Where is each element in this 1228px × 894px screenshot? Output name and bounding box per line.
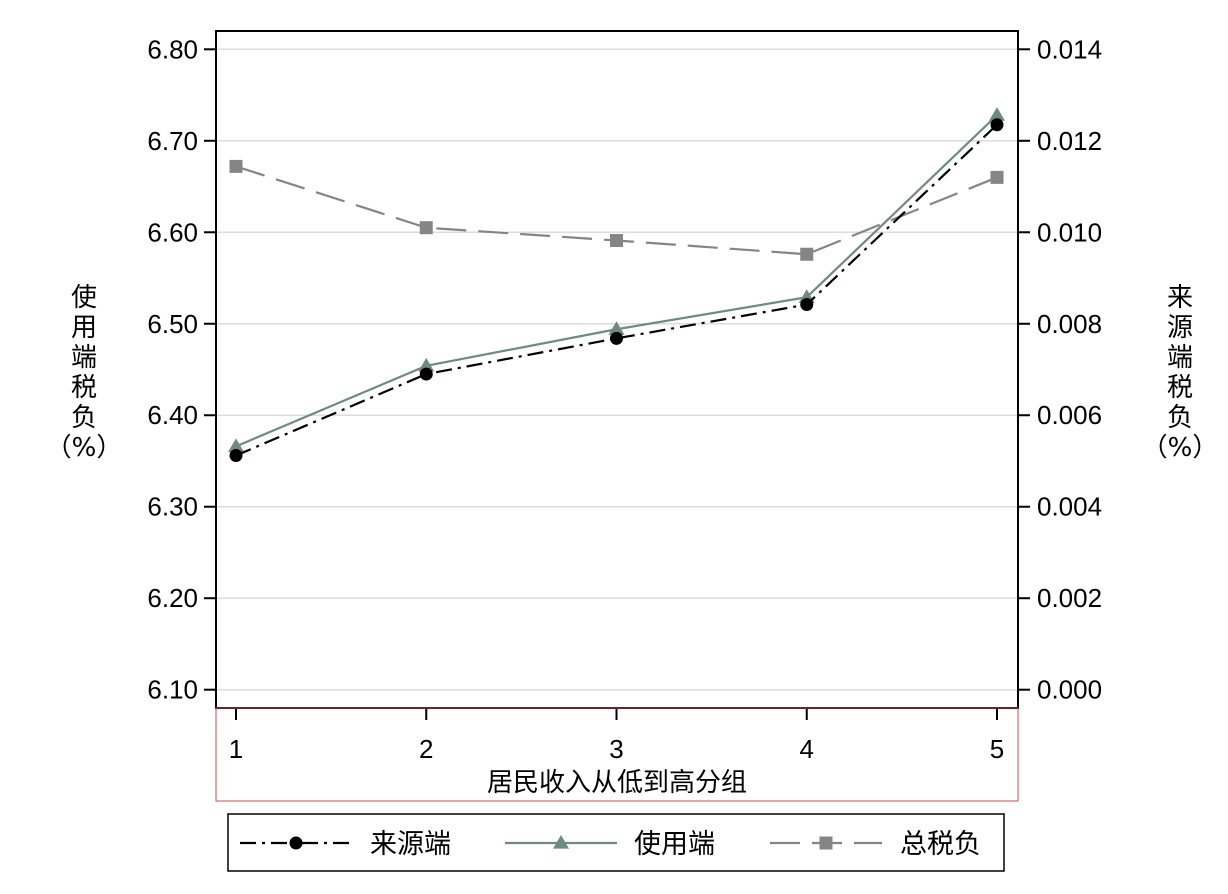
data-point <box>608 321 625 335</box>
right-tick-label: 0.014 <box>1037 34 1102 64</box>
x-axis-region-box <box>215 707 1019 802</box>
data-point <box>229 159 243 173</box>
legend-label: 来源端 <box>370 829 451 860</box>
right-tick-label: 0.006 <box>1037 400 1102 430</box>
right-y-axis: 0.000 0.002 0.004 0.006 0.008 0.010 0.012 0.014 <box>1018 34 1102 705</box>
legend: 来源端 使用端 总税负 <box>227 813 1005 872</box>
right-y-title-char: 源 <box>1167 313 1193 343</box>
left-y-title-char: 用 <box>71 313 97 343</box>
x-axis-title: 居民收入从低到高分组 <box>487 768 747 798</box>
left-y-title-char: 税 <box>71 373 97 403</box>
right-tick-label: 0.010 <box>1037 217 1102 247</box>
gridlines <box>216 48 1018 691</box>
series-line <box>235 114 998 448</box>
left-y-title-char: 使 <box>71 283 97 313</box>
legend-label: 总税负 <box>900 829 981 860</box>
left-y-title-char: （%） <box>46 433 123 463</box>
left-tick-label: 6.50 <box>147 309 198 339</box>
series-line <box>235 123 998 457</box>
right-y-title-char: 来 <box>1167 283 1193 313</box>
x-tick-label: 2 <box>419 734 433 764</box>
right-y-title-char: （%） <box>1142 433 1219 463</box>
legend-marker <box>553 835 569 849</box>
x-tick-label: 3 <box>609 734 623 764</box>
legend-item: 来源端 <box>240 829 451 860</box>
plot-frame <box>215 30 1019 709</box>
x-tick-label: 5 <box>990 734 1004 764</box>
legend-item: 总税负 <box>770 829 981 860</box>
data-point <box>229 448 243 462</box>
data-point <box>989 107 1005 121</box>
data-point <box>228 438 244 452</box>
legend-marker <box>819 836 833 850</box>
left-tick-label: 6.40 <box>147 400 198 430</box>
x-tick-label: 4 <box>800 734 814 764</box>
left-y-title-char: 端 <box>71 343 97 373</box>
left-tick-label: 6.60 <box>147 217 198 247</box>
right-tick-label: 0.000 <box>1037 675 1102 705</box>
left-tick-label: 6.70 <box>147 126 198 156</box>
data-point <box>418 357 435 372</box>
left-y-title-char: 负 <box>71 403 97 433</box>
right-tick-label: 0.002 <box>1037 583 1102 613</box>
series-layer <box>228 107 1005 462</box>
right-y-title-char: 负 <box>1167 403 1193 433</box>
data-point <box>990 170 1004 184</box>
data-point <box>610 234 623 248</box>
x-axis: 1 2 3 4 5 <box>229 708 1004 764</box>
data-point <box>419 221 433 235</box>
right-tick-label: 0.008 <box>1037 309 1102 339</box>
right-tick-label: 0.012 <box>1037 126 1102 156</box>
right-y-title-char: 税 <box>1167 373 1193 403</box>
data-point <box>990 118 1004 132</box>
series-1 <box>229 118 1004 462</box>
legend-label: 使用端 <box>634 829 715 860</box>
series-3 <box>229 159 1004 261</box>
left-tick-label: 6.80 <box>147 34 198 64</box>
data-point <box>610 331 623 345</box>
left-tick-label: 6.30 <box>147 492 198 522</box>
left-tick-label: 6.10 <box>147 675 198 705</box>
legend-item: 使用端 <box>505 829 715 860</box>
right-y-title-char: 端 <box>1167 343 1193 373</box>
left-tick-label: 6.20 <box>147 583 198 613</box>
left-y-axis: 6.10 6.20 6.30 6.40 6.50 6.60 6.70 6.80 <box>147 34 216 705</box>
right-tick-label: 0.004 <box>1037 492 1102 522</box>
data-point <box>800 247 814 261</box>
legend-marker <box>289 836 303 850</box>
x-tick-label: 1 <box>229 734 243 764</box>
series-2 <box>228 107 1005 452</box>
data-point <box>419 367 433 381</box>
data-point <box>800 298 814 312</box>
